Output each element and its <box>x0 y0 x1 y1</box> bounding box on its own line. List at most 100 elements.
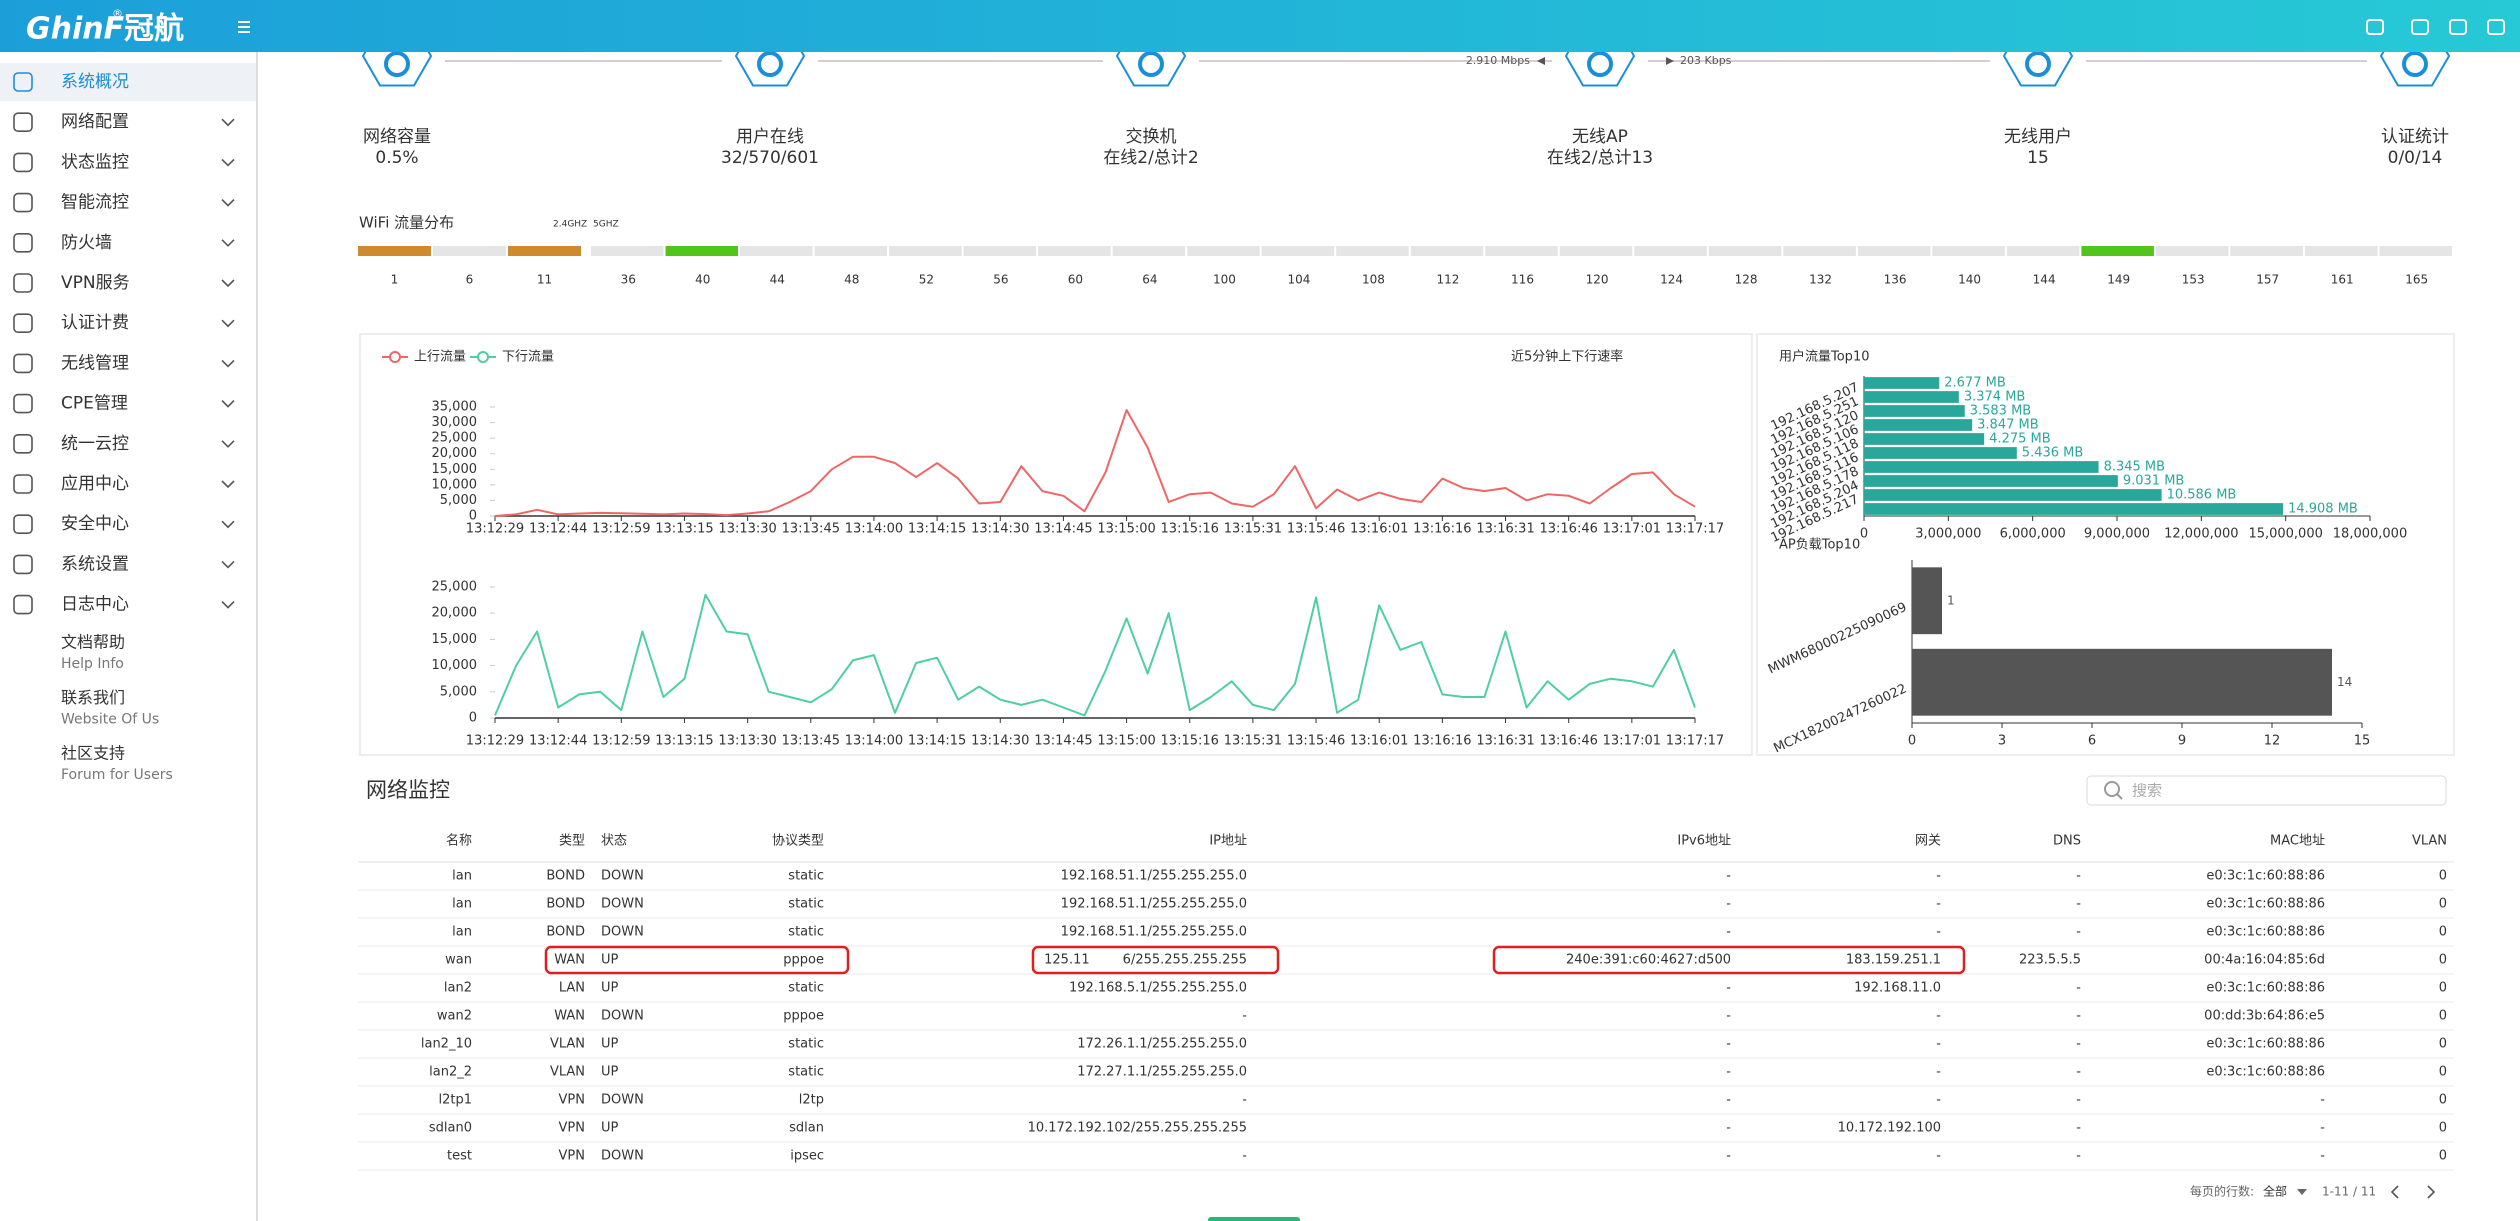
x-tick-label: 15 <box>2354 734 2371 749</box>
pager-label: 每页的行数: <box>2190 1184 2254 1199</box>
x-tick-label: 0 <box>1908 734 1916 749</box>
channel-label: 161 <box>2331 273 2354 287</box>
pager-prev[interactable] <box>2390 1185 2399 1199</box>
bar <box>1864 447 2017 459</box>
channel-label: 136 <box>1884 273 1907 287</box>
help-subtitle: Website Of Us <box>61 712 159 728</box>
table-cell: - <box>2320 1093 2325 1108</box>
table-cell: 0 <box>2439 1121 2447 1136</box>
x-tick-label: 13:14:30 <box>971 522 1029 537</box>
summary-glyph <box>757 51 783 77</box>
y-tick-label: 10,000 <box>432 477 478 492</box>
table-cell: VPN <box>559 1093 585 1108</box>
y-tick-label: 25,000 <box>432 431 478 446</box>
menu-item[interactable]: 应用中心 <box>61 474 129 494</box>
header-icon[interactable] <box>2411 19 2429 35</box>
help-title[interactable]: 社区支持 <box>61 744 125 763</box>
channel-cell <box>889 246 962 256</box>
table-cell: static <box>788 897 824 912</box>
table-cell: sdlan <box>789 1121 824 1136</box>
x-tick-label: 18,000,000 <box>2333 527 2407 542</box>
table-cell: 00:dd:3b:64:86:e5 <box>2204 1009 2325 1024</box>
bar <box>1912 648 2332 716</box>
menu-item[interactable]: 安全中心 <box>61 514 129 534</box>
bar <box>1912 567 1942 635</box>
table-cell: e0:3c:1c:60:88:86 <box>2206 925 2325 940</box>
x-tick-label: 13:13:45 <box>782 734 840 749</box>
summary-value: 32/570/601 <box>721 148 819 168</box>
save-button[interactable] <box>1208 1217 1300 1221</box>
menu-item[interactable]: 网络配置 <box>61 112 129 132</box>
table-cell: e0:3c:1c:60:88:86 <box>2206 1065 2325 1080</box>
x-tick-label: 13:14:00 <box>845 522 903 537</box>
channel-cell <box>963 246 1037 256</box>
table-cell: - <box>1936 925 1941 940</box>
table-cell: 192.168.51.1/255.255.255.0 <box>1061 869 1247 884</box>
pager-next[interactable] <box>2427 1185 2436 1199</box>
menu-item[interactable]: 系统概况 <box>61 72 129 92</box>
y-tick-label: MWM68000225090069 <box>1766 600 1909 677</box>
rate-up: 2.910 Mbps <box>1466 54 1530 67</box>
table-cell: - <box>2076 1037 2081 1052</box>
column-header: IPv6地址 <box>1677 834 1731 849</box>
header-icon[interactable] <box>2366 19 2384 35</box>
x-tick-label: 13:14:45 <box>1034 734 1092 749</box>
table-cell: 183.159.251.1 <box>1846 953 1941 968</box>
bar <box>1864 419 1973 431</box>
x-tick-label: 13:15:46 <box>1287 522 1345 537</box>
x-tick-label: 13:16:46 <box>1539 522 1597 537</box>
bar <box>1864 433 1985 445</box>
x-tick-label: 13:16:16 <box>1413 522 1471 537</box>
channel-cell <box>1336 246 1409 256</box>
menu-item[interactable]: 智能流控 <box>61 193 129 213</box>
channel-cell <box>2379 246 2452 256</box>
menu-item[interactable]: 认证计费 <box>61 313 129 333</box>
menu-item[interactable]: 防火墙 <box>61 233 112 253</box>
menu-item[interactable]: CPE管理 <box>61 394 128 414</box>
y-tick-label: 35,000 <box>432 400 478 415</box>
summary-glyph <box>2025 51 2051 77</box>
menu-item[interactable]: 无线管理 <box>61 353 129 373</box>
menu-item[interactable]: 系统设置 <box>61 554 129 574</box>
menu-chevron <box>221 440 235 448</box>
channel-cell <box>1857 246 1931 256</box>
pager-select[interactable]: 全部 <box>2263 1184 2287 1199</box>
menu-item[interactable]: 状态监控 <box>61 152 129 172</box>
help-title[interactable]: 联系我们 <box>61 688 125 707</box>
value-label: 5.436 MB <box>2022 446 2083 461</box>
search-box[interactable] <box>2086 775 2447 806</box>
legend-label: 下行流量 <box>502 350 554 365</box>
panel <box>1756 333 2455 756</box>
table-cell: 0 <box>2439 897 2447 912</box>
channel-cell <box>591 246 664 256</box>
header-icon[interactable] <box>2449 19 2467 35</box>
summary-label: 无线用户 <box>2004 127 2072 147</box>
table-cell: pppoe <box>783 953 824 968</box>
help-title[interactable]: 文档帮助 <box>61 633 125 652</box>
table-cell: - <box>1726 897 1731 912</box>
x-tick-label: 13:17:17 <box>1666 734 1724 749</box>
menu-item[interactable]: VPN服务 <box>61 273 130 293</box>
table-cell: - <box>1726 1149 1731 1164</box>
x-tick-label: 13:16:46 <box>1539 734 1597 749</box>
table-cell: - <box>1242 1009 1247 1024</box>
menu-item[interactable]: 日志中心 <box>61 595 129 615</box>
summary-glyph <box>384 51 410 77</box>
series-line <box>494 593 1696 717</box>
table-cell: static <box>788 981 824 996</box>
table-cell: WAN <box>554 1009 585 1024</box>
table-cell: - <box>1936 1149 1941 1164</box>
column-header: 类型 <box>559 834 585 849</box>
table-cell: - <box>1726 1037 1731 1052</box>
summary-label: 无线AP <box>1572 127 1628 147</box>
channel-cell <box>433 246 506 256</box>
channel-cell <box>2304 246 2378 256</box>
menu-item[interactable]: 统一云控 <box>61 434 129 454</box>
header-icon[interactable] <box>2487 19 2505 35</box>
y-tick-label: 25,000 <box>432 580 478 595</box>
table-cell: VLAN <box>550 1065 585 1080</box>
x-tick-label: 13:12:59 <box>592 734 650 749</box>
value-label: 2.677 MB <box>1944 376 2005 391</box>
bar <box>1864 503 2284 515</box>
table-cell: wan2 <box>437 1009 472 1024</box>
